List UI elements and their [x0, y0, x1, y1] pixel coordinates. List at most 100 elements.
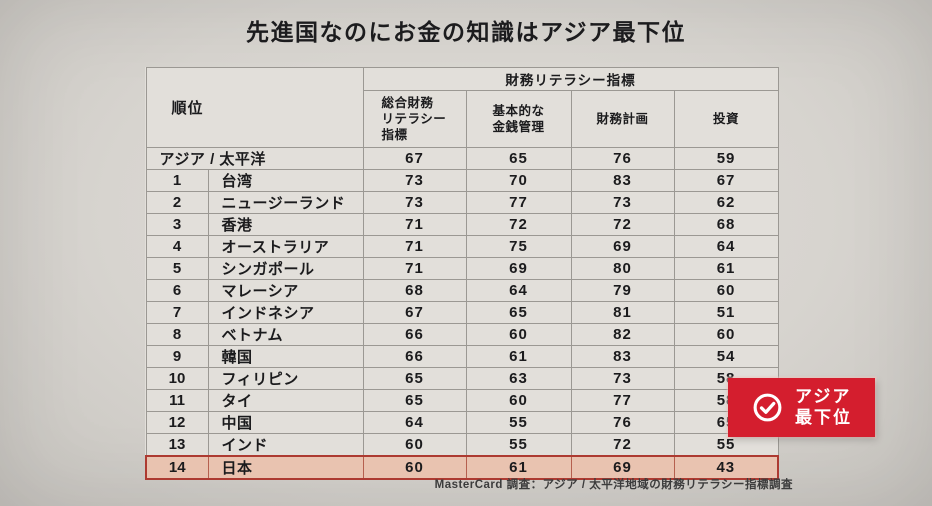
row-score-0: 67 — [362, 301, 467, 324]
table-row: アジア / 太平洋 67 65 76 59 — [145, 147, 779, 170]
row-score-2: 73 — [570, 191, 675, 214]
row-score-0: 64 — [362, 411, 467, 434]
row-rank: 3 — [145, 213, 209, 236]
row-country-name: 台湾 — [207, 169, 364, 192]
row-score-1: 61 — [465, 455, 572, 480]
row-score-0: 67 — [362, 147, 467, 170]
table-row: 9 韓国 66 61 83 54 — [145, 345, 779, 368]
row-score-0: 71 — [362, 235, 467, 258]
row-score-3: 67 — [673, 169, 779, 192]
row-rank: 13 — [145, 433, 209, 457]
table-row: 7 インドネシア 67 65 81 51 — [145, 301, 779, 324]
column-header-3: 投資 — [673, 90, 779, 148]
row-score-1: 65 — [465, 301, 572, 324]
row-score-0: 66 — [362, 345, 467, 368]
row-country-name: オーストラリア — [207, 235, 364, 258]
row-country-name: マレーシア — [207, 279, 364, 302]
data-table: 順位 財務リテラシー指標 総合財務 リテラシー 指標 基本的な 金銭管理 財務計画投… — [145, 67, 780, 480]
column-header-2: 財務計画 — [570, 90, 675, 148]
row-score-1: 55 — [465, 411, 572, 434]
row-rank: 10 — [145, 367, 209, 390]
badge-label-line2: 最下位 — [795, 407, 852, 427]
row-rank: 14 — [145, 455, 209, 480]
row-score-0: 65 — [362, 367, 467, 390]
row-score-0: 71 — [362, 213, 467, 236]
row-country-name: フィリピン — [207, 367, 364, 390]
badge-label-line1: アジア — [795, 387, 852, 407]
table-row: 12 中国 64 55 76 65 — [145, 411, 779, 434]
row-score-3: 59 — [673, 147, 779, 170]
row-country-name: ニュージーランド — [207, 191, 364, 214]
financial-literacy-table: 順位 財務リテラシー指標 総合財務 リテラシー 指標 基本的な 金銭管理 財務計画投… — [145, 67, 780, 480]
row-score-2: 76 — [570, 411, 675, 434]
row-score-3: 64 — [673, 235, 779, 258]
row-score-3: 61 — [673, 257, 779, 280]
column-group-header-literacy-index: 財務リテラシー指標 — [362, 67, 779, 91]
row-score-1: 60 — [465, 389, 572, 412]
row-score-0: 66 — [362, 323, 467, 346]
row-country-name: インド — [207, 433, 364, 457]
table-body: アジア / 太平洋 67 65 76 59 1 台湾 73 70 83 67 2 ニュージーランド 73 7… — [145, 147, 780, 480]
table-row: 4 オーストラリア 71 75 69 64 — [145, 235, 779, 258]
row-country-name: 香港 — [207, 213, 364, 236]
row-score-1: 72 — [465, 213, 572, 236]
row-score-0: 71 — [362, 257, 467, 280]
row-score-2: 76 — [570, 147, 675, 170]
badge-label: アジア 最下位 — [795, 387, 852, 427]
row-country-name: シンガポール — [207, 257, 364, 280]
table-row: 10 フィリピン 65 63 73 58 — [145, 367, 779, 390]
row-score-1: 55 — [465, 433, 572, 457]
table-header: 順位 財務リテラシー指標 総合財務 リテラシー 指標 基本的な 金銭管理 財務計画投… — [145, 67, 779, 148]
row-country-name: 中国 — [207, 411, 364, 434]
page-title: 先進国なのにお金の知識はアジア最下位 — [245, 19, 687, 45]
row-score-3: 55 — [673, 433, 779, 457]
table-row: 14 日本 60 61 69 43 — [145, 455, 780, 480]
row-score-1: 77 — [465, 191, 572, 214]
row-rank: 5 — [145, 257, 209, 280]
sub-header-row: 総合財務 リテラシー 指標 基本的な 金銭管理 財務計画 投資 — [146, 90, 779, 148]
table-row: 6 マレーシア 68 64 79 60 — [145, 279, 779, 302]
row-score-2: 72 — [570, 213, 675, 236]
row-score-3: 68 — [673, 213, 779, 236]
row-score-1: 63 — [465, 367, 572, 390]
row-country-name: ベトナム — [207, 323, 364, 346]
row-rank: 2 — [145, 191, 209, 214]
row-score-2: 72 — [570, 433, 675, 457]
row-score-0: 73 — [362, 191, 467, 214]
row-score-2: 73 — [570, 367, 675, 390]
row-score-1: 75 — [465, 235, 572, 258]
table-row: 13 インド 60 55 72 55 — [145, 433, 779, 457]
row-score-2: 82 — [570, 323, 675, 346]
row-rank: 4 — [145, 235, 209, 258]
row-score-2: 81 — [570, 301, 675, 324]
row-score-2: 80 — [570, 257, 675, 280]
table-row: 1 台湾 73 70 83 67 — [145, 169, 779, 192]
row-score-2: 69 — [570, 455, 675, 480]
row-rank: 7 — [145, 301, 209, 324]
table-row: 11 タイ 65 60 77 58 — [145, 389, 779, 412]
row-score-0: 73 — [362, 169, 467, 192]
table-row: 2 ニュージーランド 73 77 73 62 — [145, 191, 779, 214]
row-score-3: 60 — [673, 279, 779, 302]
table-row: 3 香港 71 72 72 68 — [145, 213, 779, 236]
column-header-0: 総合財務 リテラシー 指標 — [362, 90, 467, 148]
row-rank: 12 — [145, 411, 209, 434]
row-score-3: 51 — [673, 301, 779, 324]
column-header-1: 基本的な 金銭管理 — [465, 90, 572, 148]
check-circle-icon — [753, 393, 782, 422]
row-score-0: 60 — [362, 455, 467, 480]
table-row: 8 ベトナム 66 60 82 60 — [145, 323, 779, 346]
row-country-name: インドネシア — [207, 301, 364, 324]
row-rank: 1 — [145, 169, 209, 192]
row-region-label: アジア / 太平洋 — [145, 147, 364, 170]
row-rank: 9 — [145, 345, 209, 368]
row-score-2: 83 — [570, 169, 675, 192]
row-score-2: 77 — [570, 389, 675, 412]
row-score-1: 70 — [465, 169, 572, 192]
row-score-0: 65 — [362, 389, 467, 412]
column-header-rank: 順位 — [145, 67, 364, 148]
row-country-name: タイ — [207, 389, 364, 412]
row-rank: 8 — [145, 323, 209, 346]
row-country-name: 韓国 — [207, 345, 364, 368]
row-score-1: 61 — [465, 345, 572, 368]
